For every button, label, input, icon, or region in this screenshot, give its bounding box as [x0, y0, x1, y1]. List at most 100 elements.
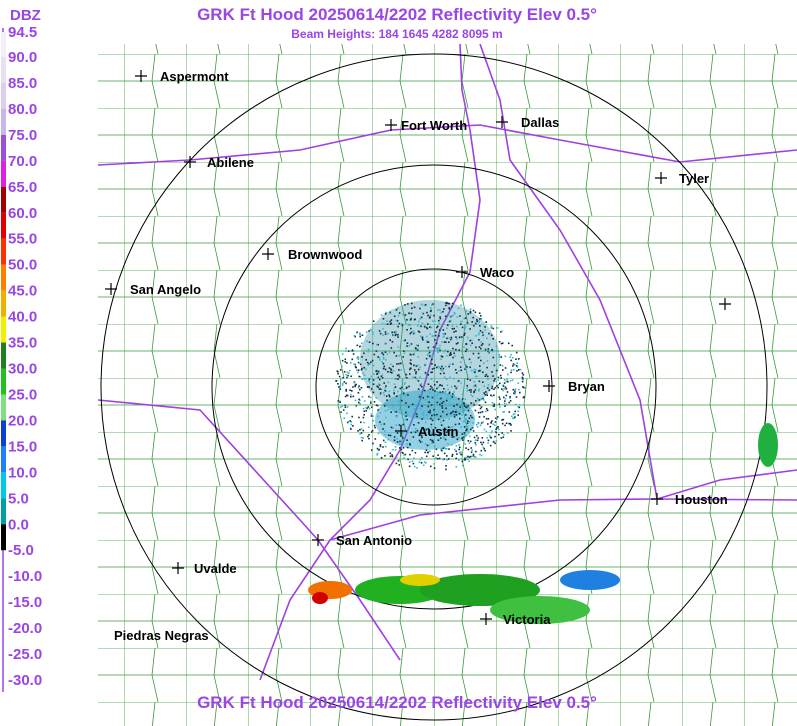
echo-pixel [384, 441, 387, 444]
echo-pixel [376, 385, 378, 388]
echo-pixel [491, 385, 494, 388]
echo-pixel [426, 451, 429, 454]
echo-pixel [394, 377, 396, 380]
echo-pixel [382, 328, 384, 330]
echo-pixel [446, 397, 448, 400]
echo-pixel [457, 380, 459, 383]
echo-pixel [442, 333, 444, 335]
echo-pixel [503, 433, 505, 436]
echo-pixel [409, 373, 411, 375]
echo-pixel [341, 384, 344, 386]
legend-label: 0.0 [8, 516, 29, 533]
echo-pixel [499, 406, 501, 408]
echo-pixel [442, 329, 445, 331]
echo-pixel [510, 371, 512, 374]
echo-pixel [413, 430, 415, 433]
echo-pixel [387, 409, 389, 411]
echo-pixel [404, 304, 406, 306]
echo-pixel [419, 441, 422, 443]
echo-pixel [349, 420, 351, 422]
echo-pixel [523, 396, 526, 398]
echo-pixel [391, 331, 393, 334]
echo-pixel [448, 401, 451, 404]
echo-pixel [440, 369, 443, 371]
echo-pixel [381, 377, 384, 379]
echo-pixel [482, 333, 485, 336]
city-label: Victoria [503, 612, 551, 627]
echo-pixel [457, 307, 460, 310]
echo-pixel [398, 322, 401, 325]
echo-pixel [500, 437, 503, 439]
echo-pixel [466, 378, 469, 380]
echo-pixel [504, 424, 506, 427]
echo-pixel [482, 381, 484, 383]
echo-pixel [446, 354, 448, 357]
echo-pixel [420, 462, 423, 464]
echo-pixel [339, 369, 342, 371]
echo-pixel [442, 458, 444, 461]
echo-pixel [418, 400, 420, 403]
city-label: San Angelo [130, 282, 201, 297]
echo-pixel [429, 355, 431, 357]
echo-pixel [478, 388, 480, 391]
echo-pixel [502, 436, 505, 438]
echo-pixel [466, 366, 468, 368]
echo-pixel [438, 457, 441, 460]
echo-pixel [416, 415, 418, 418]
echo-pixel [340, 378, 342, 380]
echo-pixel [370, 396, 372, 399]
echo-pixel [519, 368, 522, 371]
echo-pixel [493, 388, 495, 390]
echo-pixel [368, 434, 370, 436]
echo-pixel [397, 325, 399, 328]
echo-pixel [461, 326, 464, 329]
echo-pixel [378, 448, 381, 451]
echo-pixel [497, 376, 500, 379]
echo-pixel [352, 425, 354, 427]
echo-pixel [447, 388, 449, 391]
echo-pixel [338, 386, 340, 388]
legend-label: -30.0 [8, 672, 42, 689]
echo-pixel [431, 363, 433, 365]
echo-pixel [418, 394, 420, 396]
echo-pixel [407, 406, 410, 408]
echo-pixel [437, 386, 440, 388]
echo-pixel [439, 316, 441, 318]
echo-pixel [469, 421, 471, 423]
echo-pixel [495, 345, 498, 348]
city-marker [262, 248, 274, 260]
echo-pixel [440, 355, 443, 357]
echo-pixel [482, 399, 485, 401]
echo-pixel [414, 408, 416, 410]
echo-pixel [506, 391, 509, 393]
echo-pixel [349, 389, 351, 391]
echo-pixel [393, 315, 396, 318]
legend-swatch [1, 472, 6, 499]
echo-pixel [479, 453, 481, 456]
echo-pixel [472, 453, 475, 456]
echo-pixel [423, 389, 426, 392]
echo-pixel [515, 365, 518, 367]
echo-pixel [499, 398, 501, 400]
echo-pixel [481, 443, 483, 446]
echo-pixel [456, 316, 458, 318]
echo-pixel [411, 302, 413, 305]
echo-pixel [367, 426, 370, 428]
echo-pixel [474, 384, 477, 387]
echo-pixel [458, 349, 460, 351]
echo-pixel [370, 388, 373, 390]
echo-pixel [399, 447, 401, 449]
echo-pixel [475, 346, 477, 349]
echo-pixel [407, 323, 409, 326]
echo-pixel [451, 315, 454, 317]
echo-pixel [470, 455, 472, 458]
echo-pixel [427, 346, 430, 349]
echo-pixel [415, 415, 417, 418]
echo-pixel [521, 378, 524, 381]
echo-pixel [468, 435, 471, 438]
echo-pixel [509, 400, 512, 402]
echo-pixel [498, 354, 501, 356]
echo-pixel [408, 345, 411, 347]
echo-pixel [460, 426, 462, 428]
echo-pixel [356, 357, 359, 359]
